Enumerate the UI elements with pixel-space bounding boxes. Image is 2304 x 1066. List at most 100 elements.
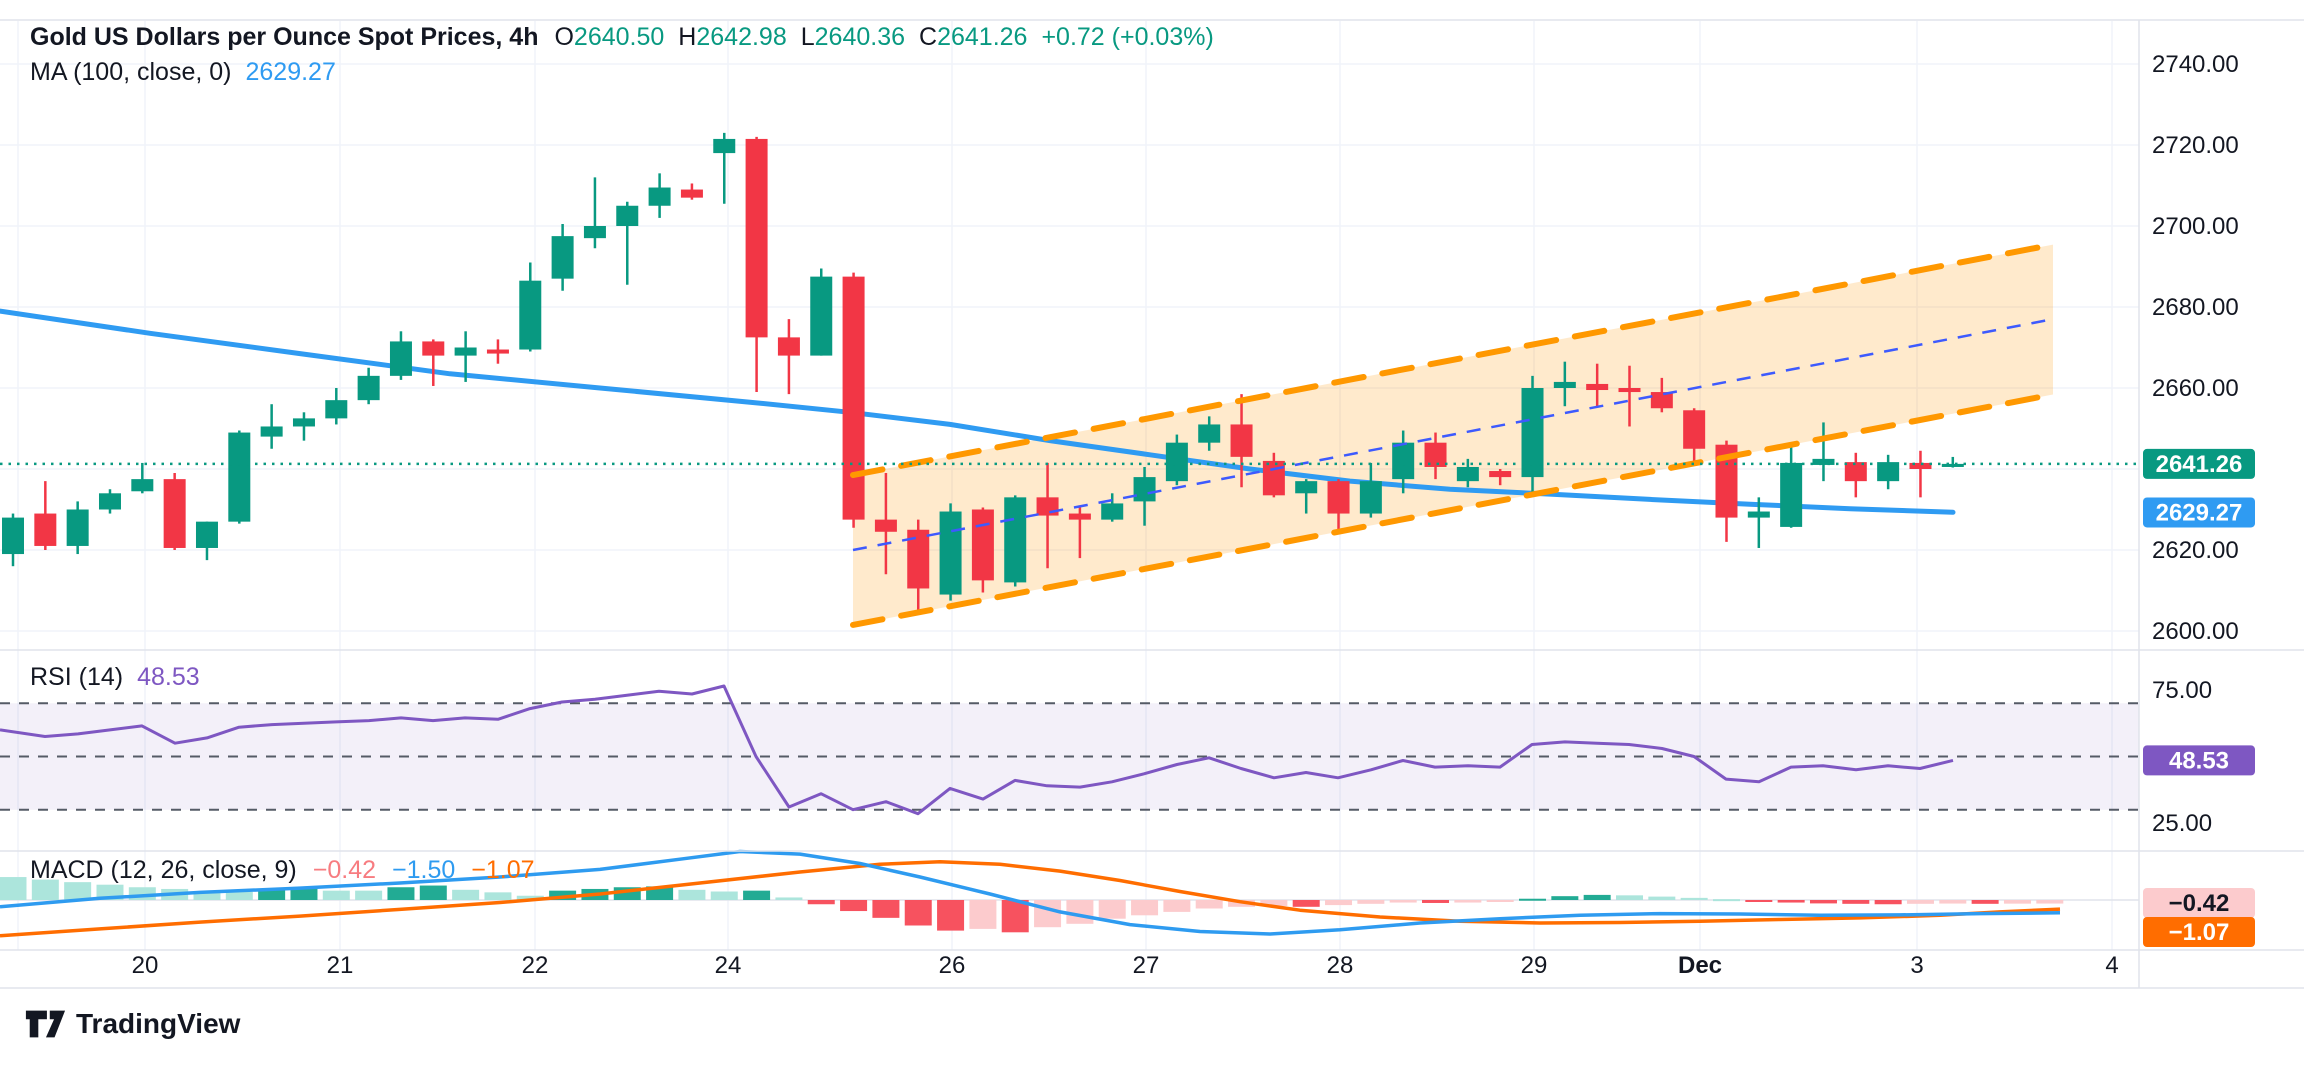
macd-hist-bar: [290, 887, 318, 900]
candle-up: [1101, 503, 1124, 520]
macd-hist-bar: [1809, 900, 1837, 904]
candle-down: [1489, 471, 1512, 478]
candle-down: [1844, 462, 1867, 482]
candle-up: [1553, 381, 1576, 388]
candle-up: [1295, 481, 1318, 494]
candle-up: [648, 187, 671, 206]
price-axis-label: 2620.00: [2152, 537, 2239, 564]
candle-up: [1877, 462, 1900, 482]
time-axis-label: 3: [1910, 952, 1923, 979]
macd-hist-bar: [549, 890, 577, 900]
time-axis[interactable]: [0, 950, 2139, 988]
candle-up: [1941, 463, 1964, 467]
macd-signal-value: −1.07: [471, 856, 535, 884]
time-axis-label: 29: [1521, 952, 1548, 979]
macd-hist-bar: [1389, 900, 1417, 903]
candle-up: [1392, 442, 1415, 480]
candle-up: [66, 509, 89, 546]
candle-down: [777, 337, 800, 356]
macd-hist-bar: [678, 889, 706, 900]
macd-hist-bar: [1098, 900, 1126, 919]
macd-hist-bar: [1906, 900, 1934, 904]
high-label: H: [678, 23, 697, 51]
macd-hist-bar: [1712, 899, 1740, 902]
macd-hist-bar: [452, 889, 480, 900]
candle-down: [745, 138, 768, 338]
candle-up: [1198, 424, 1221, 443]
macd-hist-bar: [0, 877, 27, 900]
rsi-label: RSI (14): [30, 663, 124, 691]
macd-hist-bar: [322, 890, 350, 900]
candle-up: [939, 511, 962, 595]
macd-hist-bar: [775, 897, 803, 900]
close-value: 2641.26: [937, 23, 1028, 51]
macd-hist-bar: [1842, 900, 1870, 904]
macd-signal-line: [0, 860, 2061, 938]
macd-hist-bar: [1001, 900, 1029, 933]
candle-down: [842, 276, 865, 520]
price-axis-label: 2740.00: [2152, 51, 2239, 78]
macd-hist-bar: [872, 900, 900, 918]
candle-up: [1780, 462, 1803, 527]
macd-hist-bar: [2003, 900, 2031, 904]
candle-down: [1327, 481, 1350, 514]
rsi-legend[interactable]: RSI (14) 48.53: [30, 662, 200, 692]
macd-hist-bar: [840, 900, 868, 912]
last-price-badge-label: 2641.26: [2156, 451, 2243, 478]
main-chart-pane[interactable]: [0, 20, 2139, 650]
macd-hist-bar: [484, 892, 512, 900]
low-label: L: [800, 23, 815, 51]
open-label: O: [554, 23, 574, 51]
macd-hist-bar: [64, 882, 92, 900]
price-axis[interactable]: [2139, 20, 2304, 950]
change-value: +0.72 (+0.03%): [1041, 23, 1214, 51]
macd-hist-bar: [193, 891, 221, 900]
candle-up: [260, 426, 283, 437]
candle-down: [1068, 513, 1091, 520]
candle-down: [874, 519, 897, 532]
macd-hist-bar: [1260, 900, 1288, 906]
macd-hist-bar: [1292, 900, 1320, 907]
brand-name[interactable]: TradingView: [76, 1008, 241, 1039]
candle-down: [1230, 424, 1253, 457]
macd-hist-value: −0.42: [312, 856, 377, 884]
macd-hist-bar: [1583, 894, 1611, 900]
channel-median-line[interactable]: [852, 317, 2054, 552]
candle-down: [907, 529, 930, 589]
candle-down: [1715, 444, 1738, 518]
candle-down: [1683, 410, 1706, 449]
rsi-badge: [2143, 745, 2255, 776]
macd-hist-bar: [355, 890, 383, 900]
ma-label: MA (100, close, 0): [30, 58, 232, 86]
candle-down: [1586, 383, 1609, 391]
macd-line: [0, 849, 2061, 936]
open-value: 2640.50: [573, 23, 665, 51]
candle-down: [1424, 442, 1447, 467]
candle-down: [34, 513, 57, 546]
ma100-line: [0, 308, 1956, 515]
low-value: 2640.36: [814, 23, 906, 51]
macd-legend[interactable]: MACD (12, 26, close, 9) −0.42 −1.50 −1.0…: [30, 855, 535, 885]
last-price-badge: [2143, 448, 2255, 479]
price-axis-label: 2720.00: [2152, 132, 2239, 159]
symbol-legend[interactable]: Gold US Dollars per Ounce Spot Prices, 4…: [30, 22, 1214, 52]
macd-hist-bar: [807, 900, 835, 905]
rsi-pane[interactable]: [0, 650, 2139, 851]
time-axis-label: 28: [1327, 952, 1354, 979]
candle-down: [1618, 388, 1641, 393]
channel-lower-line[interactable]: [850, 391, 2056, 628]
high-value: 2642.98: [696, 23, 787, 51]
macd-hist-bar: [1131, 900, 1159, 916]
candle-up: [131, 479, 154, 492]
gridlines: [0, 21, 2139, 950]
ma-legend[interactable]: MA (100, close, 0) 2629.27: [30, 57, 336, 87]
tradingview-logo-icon[interactable]: [24, 1005, 66, 1043]
rsi-line: [0, 684, 1954, 816]
macd-hist-bar: [419, 885, 447, 900]
macd-hist-bar: [516, 895, 544, 900]
channel-upper-line[interactable]: [850, 241, 2056, 479]
candle-up: [713, 138, 736, 154]
macd-hist-bar: [1163, 900, 1191, 912]
